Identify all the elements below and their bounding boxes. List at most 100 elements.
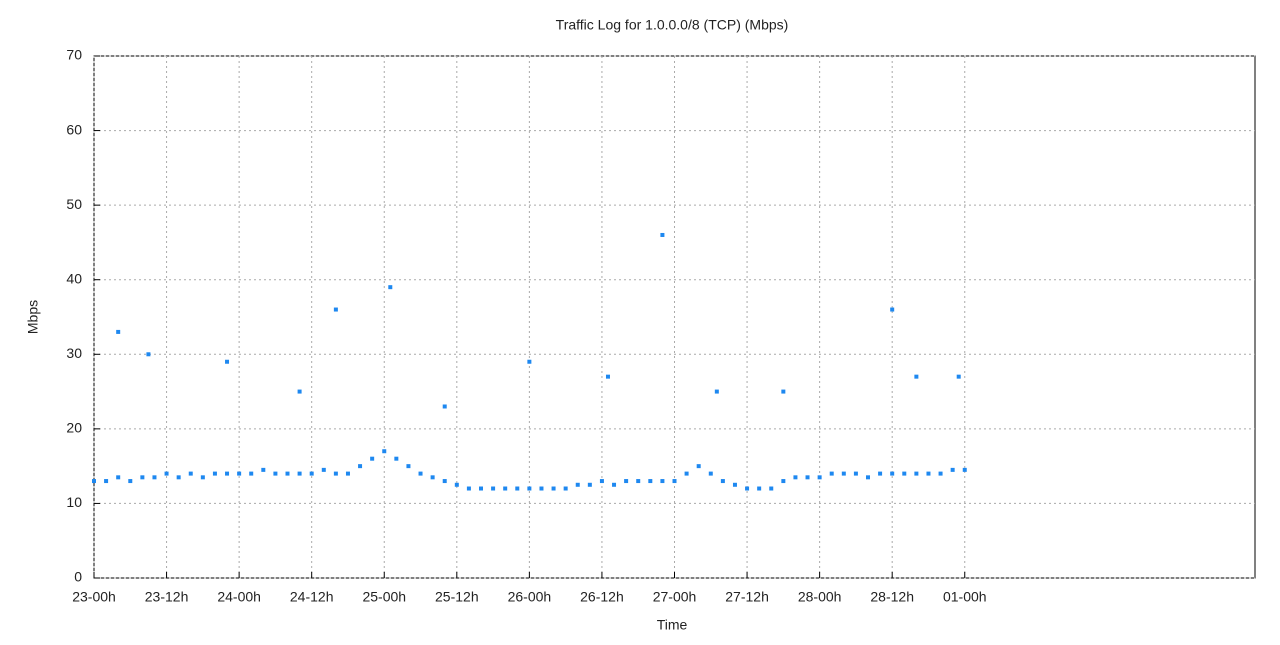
- data-point: [914, 374, 919, 379]
- data-point: [575, 482, 580, 487]
- y-tick-label: 60: [66, 121, 82, 137]
- data-point: [551, 486, 556, 491]
- data-point: [128, 479, 133, 484]
- data-point: [146, 352, 151, 357]
- y-tick-label: 40: [66, 270, 82, 286]
- data-point: [515, 486, 520, 491]
- data-point: [708, 471, 713, 476]
- y-tick-label: 50: [66, 196, 82, 212]
- data-point: [321, 467, 326, 472]
- data-point: [636, 479, 641, 484]
- x-tick-label: 24-00h: [217, 589, 261, 605]
- data-point: [527, 359, 532, 364]
- data-point: [297, 389, 302, 394]
- y-tick-label: 30: [66, 345, 82, 361]
- data-point: [225, 359, 230, 364]
- data-point: [358, 464, 363, 469]
- data-point: [212, 471, 217, 476]
- data-point: [660, 479, 665, 484]
- data-point: [841, 471, 846, 476]
- data-point: [466, 486, 471, 491]
- data-point: [454, 482, 459, 487]
- data-point: [249, 471, 254, 476]
- data-point: [624, 479, 629, 484]
- data-point: [491, 486, 496, 491]
- y-tick-label: 70: [66, 47, 82, 63]
- x-tick-label: 01-00h: [943, 589, 987, 605]
- data-point: [890, 471, 895, 476]
- data-point: [956, 374, 961, 379]
- data-point: [382, 449, 387, 454]
- data-point: [225, 471, 230, 476]
- data-point: [116, 475, 121, 480]
- data-point: [805, 475, 810, 480]
- data-point: [781, 389, 786, 394]
- data-point: [757, 486, 762, 491]
- x-tick-label: 26-00h: [508, 589, 552, 605]
- x-tick-label: 27-00h: [653, 589, 697, 605]
- y-tick-label: 0: [74, 569, 82, 585]
- data-point: [237, 471, 242, 476]
- data-point: [285, 471, 290, 476]
- data-point: [92, 479, 96, 484]
- data-point: [612, 482, 617, 487]
- x-tick-label: 26-12h: [580, 589, 624, 605]
- data-point: [345, 471, 350, 476]
- y-tick-label: 10: [66, 494, 82, 510]
- data-point: [938, 471, 943, 476]
- data-point: [539, 486, 544, 491]
- data-point: [430, 475, 435, 480]
- data-point: [745, 486, 750, 491]
- data-point: [829, 471, 834, 476]
- data-point: [696, 464, 701, 469]
- x-tick-label: 25-00h: [362, 589, 406, 605]
- data-point: [660, 232, 665, 237]
- data-point: [164, 471, 169, 476]
- data-point: [853, 471, 858, 476]
- data-point: [116, 329, 121, 334]
- data-point: [503, 486, 508, 491]
- y-axis-label: Mbps: [25, 300, 41, 334]
- data-point: [866, 475, 870, 480]
- data-point: [273, 471, 278, 476]
- data-point: [394, 456, 399, 461]
- data-point: [890, 307, 895, 312]
- data-point: [370, 456, 375, 461]
- x-tick-label: 27-12h: [725, 589, 769, 605]
- data-point: [152, 475, 157, 480]
- data-point: [817, 475, 822, 480]
- x-tick-label: 25-12h: [435, 589, 479, 605]
- data-point: [605, 374, 610, 379]
- data-point: [140, 475, 145, 480]
- y-tick-label: 20: [66, 420, 82, 436]
- data-point: [950, 467, 955, 472]
- data-point: [732, 482, 737, 487]
- data-point: [926, 471, 931, 476]
- data-point: [104, 479, 109, 484]
- data-point: [599, 479, 604, 484]
- data-point: [388, 285, 393, 290]
- x-tick-label: 23-00h: [72, 589, 116, 605]
- data-point: [878, 471, 883, 476]
- data-point: [563, 486, 568, 491]
- data-point: [527, 486, 532, 491]
- x-axis-label: Time: [657, 617, 688, 633]
- data-point: [714, 389, 719, 394]
- chart-title: Traffic Log for 1.0.0.0/8 (TCP) (Mbps): [556, 17, 789, 33]
- data-point: [769, 486, 774, 491]
- x-tick-label: 23-12h: [145, 589, 189, 605]
- x-tick-label: 28-00h: [798, 589, 842, 605]
- x-tick-label: 24-12h: [290, 589, 334, 605]
- data-point: [442, 404, 447, 409]
- data-point: [442, 479, 447, 484]
- data-point: [720, 479, 725, 484]
- data-point: [902, 471, 907, 476]
- data-point: [648, 479, 653, 484]
- data-point: [261, 467, 266, 472]
- data-point: [406, 464, 411, 469]
- data-point: [333, 471, 338, 476]
- data-point: [672, 479, 677, 484]
- data-point: [914, 471, 919, 476]
- x-tick-label: 28-12h: [870, 589, 914, 605]
